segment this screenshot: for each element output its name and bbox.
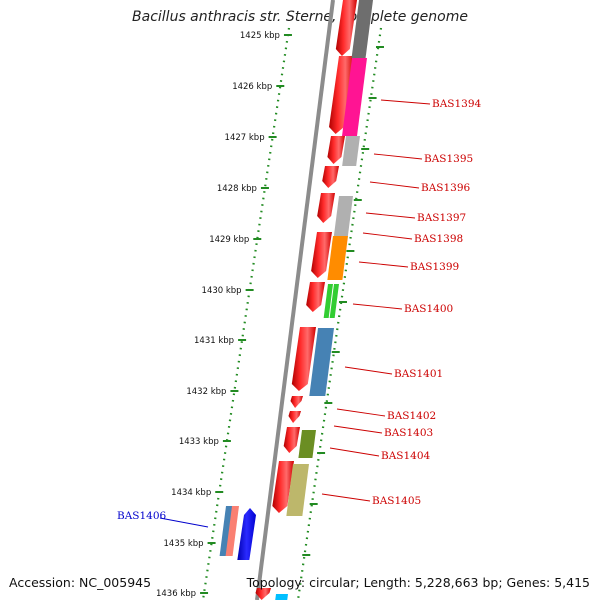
genome-backbone xyxy=(255,0,335,600)
gene-forward-arrow xyxy=(288,411,301,423)
scale-dots xyxy=(201,27,383,600)
gene-label: BAS1406 xyxy=(117,510,167,522)
gene-label: BAS1397 xyxy=(417,212,466,224)
gene-forward-arrow xyxy=(317,193,335,223)
left-scale-line xyxy=(201,27,291,600)
topology-text: Topology: circular; Length: 5,228,663 bp… xyxy=(246,575,590,590)
gene-cds-bar xyxy=(327,236,348,280)
callout-line xyxy=(336,408,386,417)
gene-label: BAS1402 xyxy=(387,410,436,422)
scale-ticks: 1425 kbp 1426 kbp 1427 kbp 1428 kbp 1429 kbp… xyxy=(156,31,384,599)
gene-cds-bar xyxy=(342,58,367,136)
gene-forward-arrow xyxy=(329,56,354,134)
callout-line xyxy=(373,153,423,160)
gene-label: BAS1399 xyxy=(410,261,459,273)
gene-labels: BAS1394 BAS1395 BAS1396 BAS1397 BAS1398 BAS13… xyxy=(117,98,482,528)
gene-label: BAS1405 xyxy=(372,495,421,507)
gene-forward-arrow xyxy=(306,282,325,312)
callout-line xyxy=(329,447,380,457)
gene-label: BAS1398 xyxy=(414,233,463,245)
kbp-label: 1434 kbp xyxy=(171,488,211,498)
callout-line xyxy=(344,366,393,375)
callout-line xyxy=(321,493,371,502)
gene-cds-bar xyxy=(298,430,316,458)
gene-cds-bar xyxy=(286,464,309,516)
gene-label: BAS1401 xyxy=(394,368,443,380)
kbp-label: 1426 kbp xyxy=(232,82,272,92)
gene-label: BAS1396 xyxy=(421,182,471,194)
gene-track xyxy=(219,0,373,600)
callout-line xyxy=(358,261,409,268)
gene-cds-bar xyxy=(225,506,239,556)
gene-cds-bar xyxy=(323,284,333,318)
kbp-label: 1436 kbp xyxy=(156,589,196,599)
gene-label: BAS1400 xyxy=(404,303,453,315)
callout-line xyxy=(333,425,383,434)
kbp-label: 1425 kbp xyxy=(240,31,280,41)
gene-label: BAS1395 xyxy=(424,153,473,165)
gene-cds-bar xyxy=(342,136,360,166)
callout-line xyxy=(369,181,420,189)
gene-forward-arrow xyxy=(311,232,332,278)
gene-forward-arrow xyxy=(283,427,300,453)
kbp-label: 1429 kbp xyxy=(209,235,249,245)
gene-label: BAS1394 xyxy=(432,98,482,110)
gene-forward-arrow xyxy=(291,327,316,391)
gene-reverse-arrow xyxy=(237,508,256,560)
gene-forward-arrow xyxy=(327,136,345,164)
backbone-line xyxy=(255,0,335,600)
gene-label: BAS1404 xyxy=(381,450,431,462)
kbp-label: 1432 kbp xyxy=(186,387,226,397)
accession-text: Accession: NC_005945 xyxy=(9,575,152,590)
gene-forward-arrow xyxy=(290,396,303,408)
callout-line xyxy=(159,517,209,528)
map-title: Bacillus anthracis str. Sterne, complete… xyxy=(132,9,468,25)
gene-cds-bar xyxy=(329,284,339,318)
gene-cds-bar xyxy=(351,0,373,58)
kbp-label: 1435 kbp xyxy=(164,539,204,549)
gene-label: BAS1403 xyxy=(384,427,433,439)
kbp-label: 1431 kbp xyxy=(194,336,234,346)
callout-line xyxy=(365,212,416,219)
gene-cds-bar xyxy=(309,328,334,396)
gene-forward-arrow xyxy=(322,166,339,188)
gene-cds-bar xyxy=(219,506,233,556)
callout-line xyxy=(380,99,431,105)
gene-forward-arrow xyxy=(272,461,294,513)
kbp-label: 1427 kbp xyxy=(225,133,265,143)
callout-line xyxy=(352,303,403,310)
gene-forward-arrow xyxy=(255,588,271,600)
kbp-label: 1430 kbp xyxy=(202,286,242,296)
gene-forward-arrow xyxy=(335,0,357,56)
gene-cds-bar xyxy=(275,594,288,600)
kbp-label: 1428 kbp xyxy=(217,184,257,194)
callout-line xyxy=(362,232,413,240)
kbp-label: 1433 kbp xyxy=(179,437,219,447)
gene-cds-bar xyxy=(333,196,353,236)
